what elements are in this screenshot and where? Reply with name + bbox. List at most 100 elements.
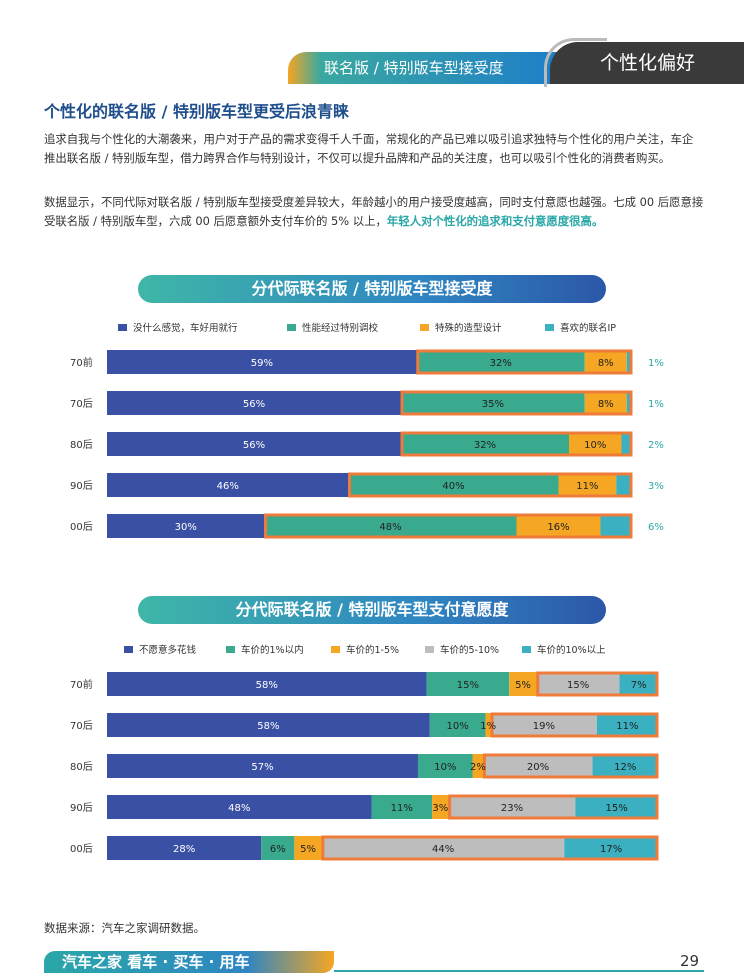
bar-segment: [584, 391, 627, 415]
data-label: 30%: [175, 522, 197, 533]
legend-label: 不愿意多花钱: [139, 644, 197, 656]
data-label: 35%: [482, 399, 504, 410]
legend-label: 喜欢的联名IP: [560, 322, 616, 334]
highlight-outline: [400, 390, 633, 416]
data-label: 7%: [631, 680, 647, 691]
bar-segment: [371, 795, 433, 819]
legend-swatch: [522, 646, 531, 653]
bar-segment: [416, 350, 585, 374]
page-number: 29: [680, 952, 700, 970]
bar-segment: [261, 836, 295, 860]
bar-segment: [432, 795, 449, 819]
data-paragraph-highlight: 年轻人对个性化的追求和支付意愿度很高。: [386, 214, 604, 228]
bar-segment: [107, 391, 401, 415]
highlight-outline: [321, 835, 659, 861]
category-label: 90后: [70, 802, 93, 814]
data-label: 11%: [616, 721, 638, 732]
section-badge: 个性化偏好: [544, 38, 744, 87]
bar-segment: [485, 713, 492, 737]
bar-segment: [417, 754, 473, 778]
legend-swatch: [118, 324, 127, 331]
bar-segment: [448, 795, 576, 819]
bar-segment: [536, 672, 620, 696]
legend-swatch: [545, 324, 554, 331]
data-label: 28%: [173, 844, 195, 855]
data-label: 23%: [501, 803, 523, 814]
data-label: 59%: [251, 358, 273, 369]
bar-segment: [600, 514, 632, 538]
legend-swatch: [124, 646, 133, 653]
bar-segment: [516, 514, 601, 538]
data-label: 16%: [547, 522, 569, 533]
data-label: 6%: [648, 522, 664, 533]
bar-segment: [558, 473, 617, 497]
data-label: 15%: [606, 803, 628, 814]
bar-segment: [491, 713, 597, 737]
acceptance-chart: 没什么感觉，车好用就行 性能经过特别调校 特殊的造型设计 喜欢的联名IP 70前 59% 3…: [70, 322, 664, 539]
footer-divider: [334, 970, 704, 972]
data-label: 15%: [457, 680, 479, 691]
page-title: 个性化的联名版 / 特别版车型更受后浪青睐: [44, 102, 349, 121]
data-label: 10%: [447, 721, 469, 732]
category-label: 80后: [70, 761, 93, 773]
data-label: 11%: [576, 481, 598, 492]
highlight-outline: [416, 349, 633, 375]
data-label: 8%: [598, 358, 614, 369]
bar-segment: [426, 672, 510, 696]
bar-segment: [401, 391, 585, 415]
data-label: 12%: [614, 762, 636, 773]
data-label: 3%: [648, 481, 664, 492]
bar-segment: [626, 391, 632, 415]
bar-segment: [107, 836, 262, 860]
bar-segment: [107, 514, 265, 538]
bar-segment: [626, 350, 632, 374]
bar-segment: [619, 672, 658, 696]
brand-footer: 汽车之家 看车 · 买车 · 用车: [44, 951, 334, 973]
intro-paragraph: 追求自我与个性化的大潮袭来，用户对于产品的需求变得千人千面，常规化的产品已难以吸…: [44, 132, 694, 165]
legend-swatch: [226, 646, 235, 653]
data-paragraph-text: 数据显示，不同代际对联名版 / 特别版车型接受度差异较大，年龄越小的用户接受度越…: [44, 195, 704, 228]
data-label: 56%: [243, 399, 265, 410]
data-label: 57%: [251, 762, 273, 773]
data-label: 5%: [515, 680, 531, 691]
bar-segment: [564, 836, 658, 860]
data-label: 1%: [480, 721, 496, 732]
bar-segment: [264, 514, 517, 538]
data-source: 数据来源：汽车之家调研数据。: [44, 921, 205, 935]
highlight-outline: [490, 712, 659, 738]
data-label: 5%: [300, 844, 316, 855]
data-label: 56%: [243, 440, 265, 451]
data-label: 2%: [648, 440, 664, 451]
legend-swatch: [331, 646, 340, 653]
bar-segment: [616, 473, 632, 497]
data-label: 3%: [432, 803, 448, 814]
category-label: 70前: [70, 356, 93, 369]
bar-segment: [107, 432, 401, 456]
legend-swatch: [420, 324, 429, 331]
data-label: 32%: [490, 358, 512, 369]
data-label: 20%: [527, 762, 549, 773]
bar-segment: [584, 350, 627, 374]
data-label: 1%: [648, 399, 664, 410]
bar-segment: [472, 754, 484, 778]
chart1-title: 分代际联名版 / 特别版车型接受度: [138, 275, 606, 303]
bar-segment: [483, 754, 593, 778]
category-label: 70前: [70, 678, 93, 691]
bar-segment: [509, 672, 537, 696]
legend-label: 车价的5-10%: [440, 644, 499, 656]
data-label: 44%: [432, 844, 454, 855]
bar-segment: [107, 754, 418, 778]
bar-segment: [569, 432, 622, 456]
legend-label: 车价的1%以内: [241, 644, 304, 656]
data-label: 58%: [256, 680, 278, 691]
bar-segment: [401, 432, 569, 456]
category-label: 00后: [70, 843, 93, 855]
data-label: 1%: [648, 358, 664, 369]
highlight-outline: [482, 753, 659, 779]
bar-segment: [575, 795, 658, 819]
bar-segment: [596, 713, 658, 737]
data-label: 46%: [217, 481, 239, 492]
section-tab: 联名版 / 特别版车型接受度: [288, 52, 558, 84]
highlight-outline: [536, 671, 659, 697]
data-label: 48%: [379, 522, 401, 533]
